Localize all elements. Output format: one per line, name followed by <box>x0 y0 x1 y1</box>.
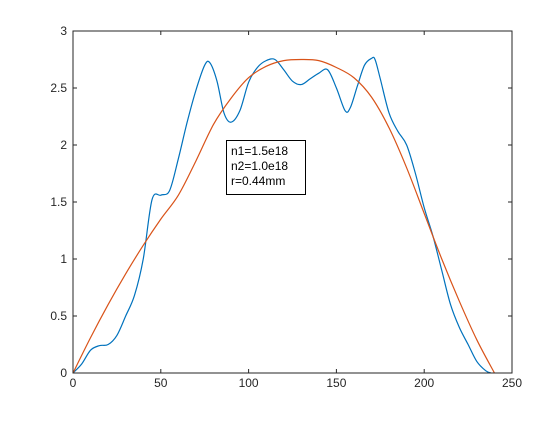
x-tick-label: 200 <box>414 376 434 390</box>
x-tick-label: 100 <box>239 376 259 390</box>
y-tick-label: 1 <box>60 252 67 266</box>
annotation-box: n1=1.5e18 n2=1.0e18 r=0.44mm <box>226 140 306 195</box>
y-tick-label: 0 <box>60 366 67 380</box>
series-line-1 <box>72 56 492 374</box>
annotation-line: n2=1.0e18 <box>231 159 289 173</box>
annotation-line: n1=1.5e18 <box>231 144 289 158</box>
axes-box <box>72 30 513 374</box>
y-tick-label: 1.5 <box>50 195 67 209</box>
y-tick-label: 2 <box>60 138 67 152</box>
y-tick-label: 2.5 <box>50 81 67 95</box>
series-line-2 <box>72 58 495 374</box>
y-tick-label: 3 <box>60 24 67 38</box>
x-tick-label: 150 <box>326 376 346 390</box>
x-tick-label: 50 <box>154 376 168 390</box>
y-tick-label: 0.5 <box>50 309 67 323</box>
x-tick-label: 250 <box>502 376 522 390</box>
x-tick-label: 0 <box>70 376 77 390</box>
annotation-line: r=0.44mm <box>231 174 286 188</box>
